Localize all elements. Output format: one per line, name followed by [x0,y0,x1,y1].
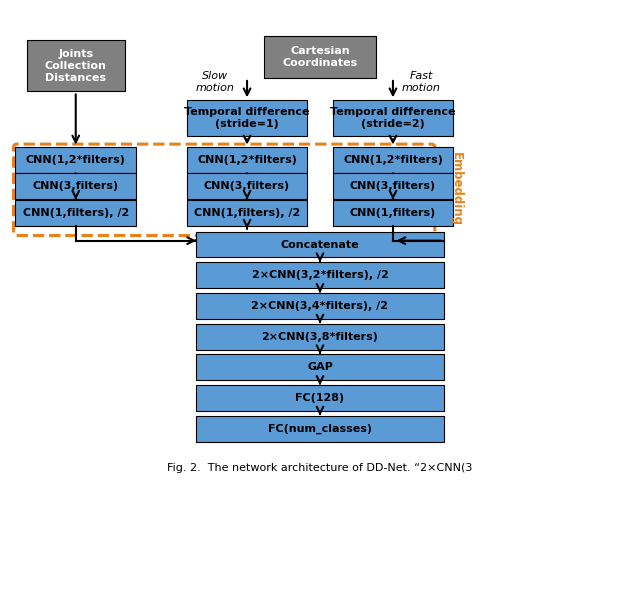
Text: Temporal difference
(stride=2): Temporal difference (stride=2) [330,107,456,129]
FancyBboxPatch shape [27,41,125,92]
Text: CNN(3,filters): CNN(3,filters) [350,181,436,191]
FancyBboxPatch shape [333,200,453,226]
Text: CNN(1,2*filters): CNN(1,2*filters) [26,155,125,165]
Text: Temporal difference
(stride=1): Temporal difference (stride=1) [184,107,310,129]
Text: CNN(3,filters): CNN(3,filters) [204,181,290,191]
Text: Joints
Collection
Distances: Joints Collection Distances [45,49,107,83]
FancyBboxPatch shape [196,354,444,380]
FancyBboxPatch shape [196,324,444,350]
Text: CNN(1,filters), /2: CNN(1,filters), /2 [194,208,300,218]
FancyBboxPatch shape [333,100,453,137]
FancyBboxPatch shape [196,262,444,288]
Text: CNN(1,filters), /2: CNN(1,filters), /2 [22,208,129,218]
FancyBboxPatch shape [264,36,376,78]
Text: CNN(1,filters): CNN(1,filters) [350,208,436,218]
FancyBboxPatch shape [187,173,307,199]
Text: FC(128): FC(128) [296,393,344,403]
Text: FC(num_classes): FC(num_classes) [268,424,372,434]
Text: CNN(1,2*filters): CNN(1,2*filters) [343,155,443,165]
Text: 2×CNN(3,8*filters): 2×CNN(3,8*filters) [262,331,378,342]
Text: CNN(3,filters): CNN(3,filters) [33,181,119,191]
FancyBboxPatch shape [333,148,453,173]
Text: Embedding: Embedding [450,152,463,226]
Text: Fig. 2.  The network architecture of DD-Net. “2×CNN(3: Fig. 2. The network architecture of DD-N… [167,463,473,473]
FancyBboxPatch shape [15,148,136,173]
FancyBboxPatch shape [15,200,136,226]
FancyBboxPatch shape [15,173,136,199]
Text: CNN(1,2*filters): CNN(1,2*filters) [197,155,297,165]
Text: GAP: GAP [307,362,333,372]
Text: Cartesian
Coordinates: Cartesian Coordinates [282,46,358,68]
FancyBboxPatch shape [187,148,307,173]
Text: 2×CNN(3,2*filters), /2: 2×CNN(3,2*filters), /2 [252,270,388,280]
Text: Fast
motion: Fast motion [402,72,441,93]
FancyBboxPatch shape [187,100,307,137]
Text: Slow
motion: Slow motion [196,72,235,93]
FancyBboxPatch shape [187,200,307,226]
FancyBboxPatch shape [333,173,453,199]
FancyBboxPatch shape [196,385,444,411]
Text: 2×CNN(3,4*filters), /2: 2×CNN(3,4*filters), /2 [252,301,388,311]
Text: Concatenate: Concatenate [281,240,359,249]
FancyBboxPatch shape [196,416,444,441]
FancyBboxPatch shape [196,232,444,257]
FancyBboxPatch shape [196,293,444,319]
